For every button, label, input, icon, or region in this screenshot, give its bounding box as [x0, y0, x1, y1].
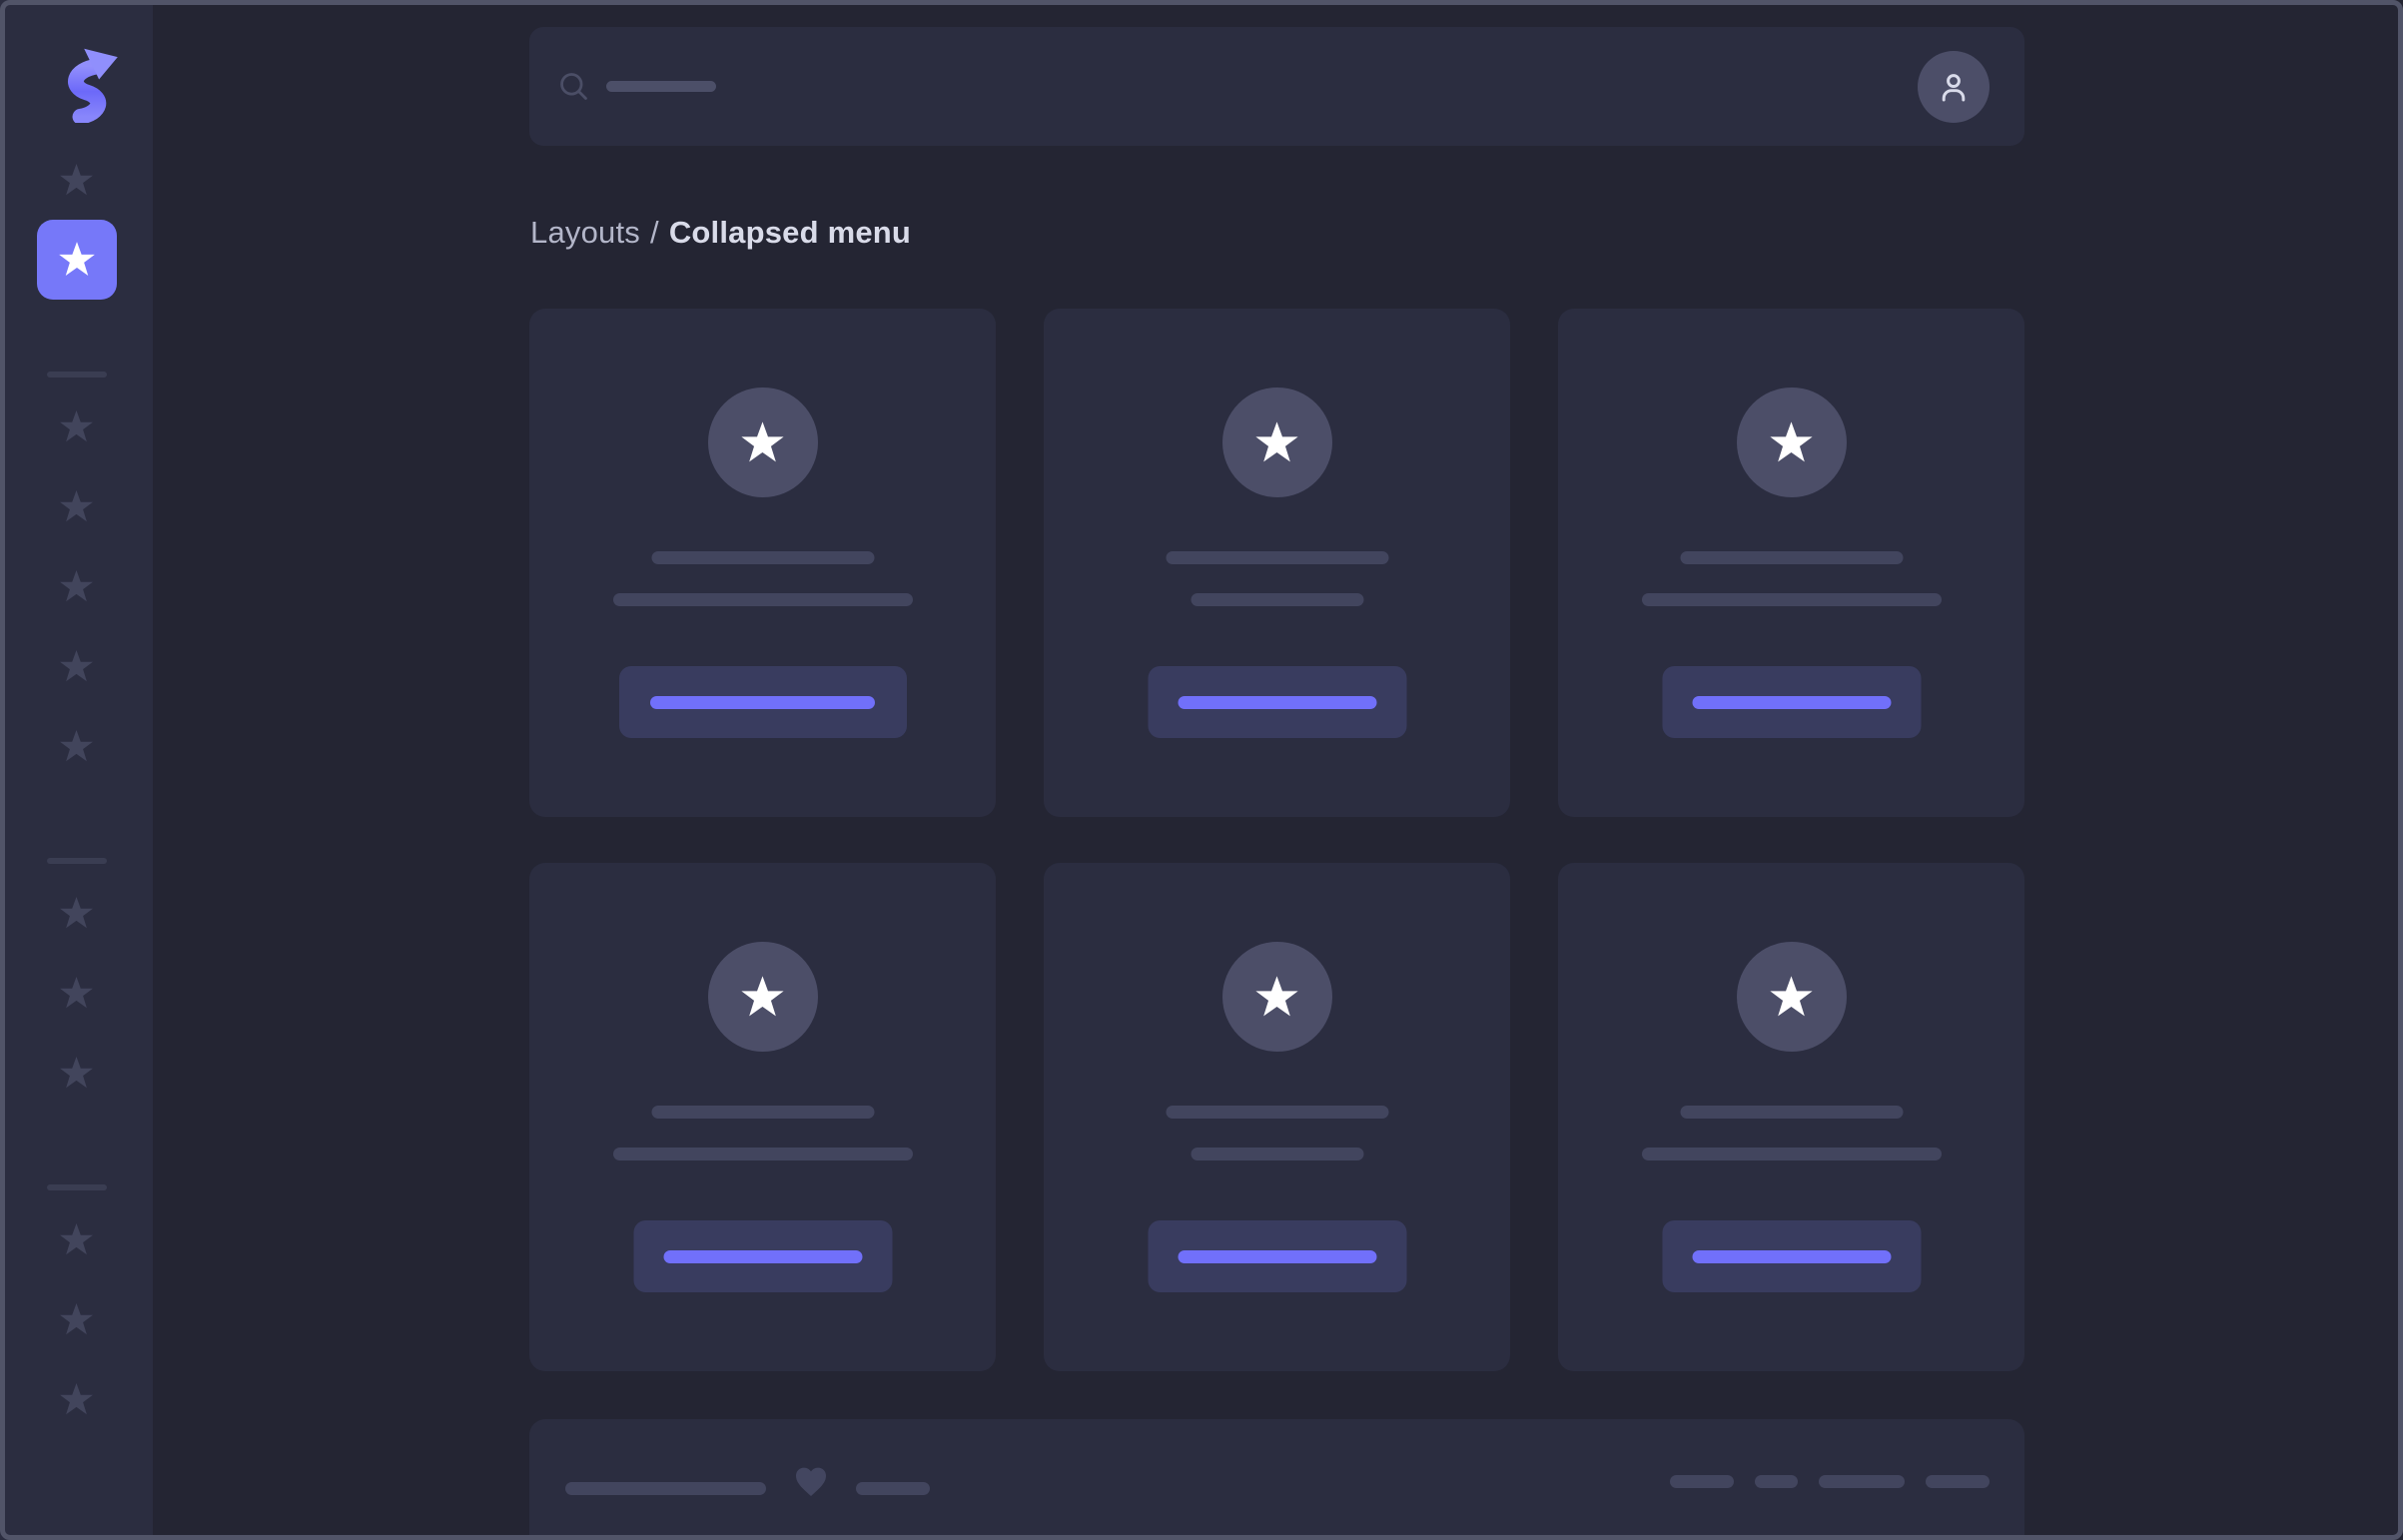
- sidebar-item[interactable]: [0, 466, 153, 546]
- sidebar-item[interactable]: [0, 873, 153, 953]
- card-action-button[interactable]: [1148, 666, 1406, 738]
- star-icon: [60, 163, 93, 195]
- card-grid: [529, 309, 2024, 1371]
- search-bar[interactable]: [529, 27, 2024, 146]
- star-icon: [60, 976, 93, 1008]
- sidebar-item[interactable]: [0, 140, 153, 220]
- star-icon: [60, 1222, 93, 1254]
- button-label-placeholder: [1692, 695, 1891, 709]
- sidebar-item[interactable]: [0, 1033, 153, 1113]
- search-input-placeholder: [606, 81, 716, 92]
- star-icon: [60, 1382, 93, 1414]
- star-icon: [741, 420, 784, 461]
- footer-left-group: [565, 1467, 930, 1501]
- button-label-placeholder: [1178, 1249, 1376, 1263]
- search-icon: [560, 73, 587, 100]
- star-icon: [1255, 420, 1298, 461]
- card-action-button[interactable]: [633, 1220, 892, 1292]
- sidebar-item[interactable]: [0, 706, 153, 786]
- star-icon: [741, 975, 784, 1016]
- footer-dash-placeholder: [1926, 1475, 1990, 1488]
- card-action-button[interactable]: [1148, 1220, 1406, 1292]
- sidebar-item[interactable]: [0, 1199, 153, 1279]
- footer-dash-placeholder: [1670, 1475, 1734, 1488]
- button-label-placeholder: [1692, 1249, 1891, 1263]
- card-subtitle-placeholder: [612, 593, 913, 606]
- star-icon: [1770, 420, 1813, 461]
- card-subtitle-placeholder: [1191, 593, 1363, 606]
- sidebar-divider: [46, 1184, 107, 1190]
- button-label-placeholder: [650, 695, 875, 709]
- card: [529, 309, 996, 817]
- avatar[interactable]: [1918, 50, 1990, 123]
- card-avatar-circle: [707, 942, 818, 1052]
- card: [1044, 863, 1510, 1371]
- star-icon: [60, 1302, 93, 1334]
- star-icon: [60, 1056, 93, 1088]
- card-avatar-circle: [1736, 942, 1847, 1052]
- card-avatar-circle: [1221, 942, 1332, 1052]
- footer-dash-placeholder: [1819, 1475, 1905, 1488]
- card-action-button[interactable]: [1662, 1220, 1921, 1292]
- card-title-placeholder: [1166, 1106, 1388, 1119]
- star-icon: [60, 489, 93, 521]
- star-icon: [60, 729, 93, 761]
- footer-line-placeholder: [565, 1481, 766, 1495]
- card-title-placeholder: [651, 1106, 874, 1119]
- user-icon: [1942, 73, 1966, 101]
- footer-dash-placeholder: [1755, 1475, 1798, 1488]
- footer-right-group: [1670, 1475, 1990, 1488]
- sidebar-divider: [46, 858, 107, 864]
- star-icon: [60, 896, 93, 928]
- card-avatar-circle: [707, 387, 818, 497]
- sidebar-nav: [0, 140, 153, 1439]
- heart-icon: [796, 1467, 826, 1496]
- card-title-placeholder: [1166, 551, 1388, 564]
- star-icon: [58, 242, 95, 276]
- sidebar-item[interactable]: [0, 953, 153, 1033]
- card: [1558, 309, 2024, 817]
- card: [1558, 863, 2024, 1371]
- card-avatar-circle: [1221, 387, 1332, 497]
- card-title-placeholder: [651, 551, 874, 564]
- star-icon: [1255, 975, 1298, 1016]
- sidebar-item[interactable]: [0, 1359, 153, 1439]
- card-subtitle-placeholder: [1191, 1148, 1363, 1160]
- sidebar-item[interactable]: [0, 386, 153, 466]
- card-subtitle-placeholder: [1641, 593, 1942, 606]
- sidebar: [0, 0, 153, 1540]
- star-icon: [60, 649, 93, 681]
- sidebar-item[interactable]: [0, 1279, 153, 1359]
- card: [1044, 309, 1510, 817]
- card-avatar-circle: [1736, 387, 1847, 497]
- footer-bar: [529, 1419, 2024, 1540]
- breadcrumb: Layouts / Collapsed menu: [530, 216, 911, 250]
- card-subtitle-placeholder: [612, 1148, 913, 1160]
- footer-line-placeholder: [856, 1481, 930, 1495]
- logo-s-arrow-icon[interactable]: [45, 45, 129, 125]
- sidebar-item-active[interactable]: [36, 220, 117, 300]
- star-icon: [1770, 975, 1813, 1016]
- star-icon: [60, 569, 93, 601]
- breadcrumb-separator: /: [649, 215, 659, 250]
- button-label-placeholder: [1178, 695, 1376, 709]
- card-action-button[interactable]: [1662, 666, 1921, 738]
- sidebar-item[interactable]: [0, 626, 153, 706]
- card-action-button[interactable]: [618, 666, 907, 738]
- card: [529, 863, 996, 1371]
- star-icon: [60, 409, 93, 441]
- card-title-placeholder: [1680, 1106, 1903, 1119]
- card-title-placeholder: [1680, 551, 1903, 564]
- sidebar-divider: [46, 372, 107, 378]
- breadcrumb-current: Collapsed menu: [668, 215, 912, 250]
- breadcrumb-section[interactable]: Layouts: [530, 215, 640, 250]
- card-subtitle-placeholder: [1641, 1148, 1942, 1160]
- button-label-placeholder: [663, 1249, 862, 1263]
- sidebar-item[interactable]: [0, 546, 153, 626]
